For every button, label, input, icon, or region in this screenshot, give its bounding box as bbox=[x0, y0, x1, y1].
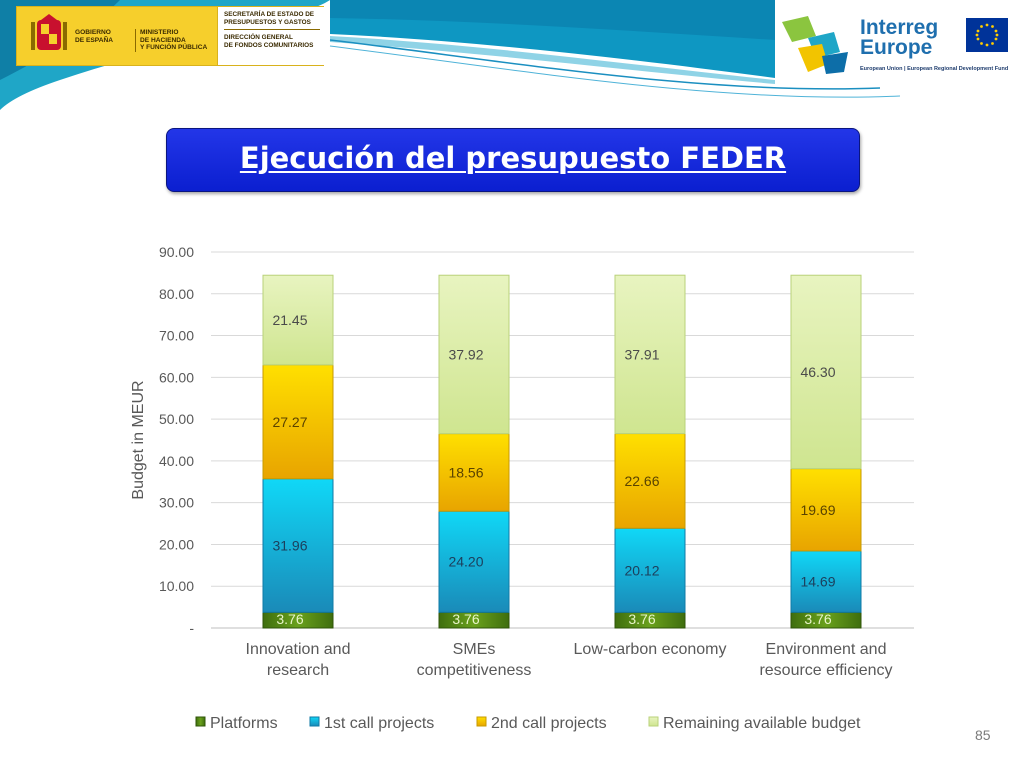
y-tick-label: - bbox=[189, 620, 194, 636]
legend-label: 1st call projects bbox=[324, 715, 434, 732]
x-category-label: competitiveness bbox=[417, 662, 532, 679]
interreg-subtitle: European Union | European Regional Devel… bbox=[860, 66, 1009, 72]
x-category-label: Low-carbon economy bbox=[574, 641, 727, 658]
gov-line-1: GOBIERNO bbox=[75, 29, 111, 36]
x-category-label: Innovation and bbox=[246, 641, 351, 658]
data-label: 27.27 bbox=[272, 414, 307, 430]
data-label: 3.76 bbox=[452, 611, 479, 627]
secretariat-line-1: SECRETARÍA DE ESTADO DE bbox=[224, 11, 315, 18]
y-axis-label: Budget in MEUR bbox=[130, 380, 147, 499]
interreg-word-2: Europe bbox=[860, 36, 933, 59]
data-label: 46.30 bbox=[800, 364, 835, 380]
bar-segment bbox=[790, 274, 862, 470]
data-label: 22.66 bbox=[624, 473, 659, 489]
ministry-line-3: Y FUNCIÓN PÚBLICA bbox=[140, 44, 208, 51]
coat-of-arms-icon bbox=[31, 14, 67, 50]
y-tick-label: 20.00 bbox=[159, 536, 194, 552]
ministry-line-2: DE HACIENDA bbox=[140, 36, 186, 44]
y-tick-label: 80.00 bbox=[159, 286, 194, 302]
bar-segment bbox=[614, 274, 686, 435]
x-category-label: research bbox=[267, 662, 329, 679]
data-label: 37.92 bbox=[448, 346, 483, 362]
bar-segment bbox=[790, 468, 862, 552]
legend-swatch bbox=[309, 716, 320, 727]
data-label: 24.20 bbox=[448, 554, 483, 570]
data-label: 3.76 bbox=[804, 611, 831, 627]
legend-label: 2nd call projects bbox=[491, 715, 607, 732]
y-tick-label: 90.00 bbox=[159, 244, 194, 260]
direction-line-1: DIRECCIÓN GENERAL bbox=[224, 34, 293, 41]
bar-segment bbox=[438, 274, 510, 435]
bar-segment bbox=[438, 510, 510, 613]
y-tick-label: 70.00 bbox=[159, 328, 194, 344]
government-logo: GOBIERNO DE ESPAÑA MINISTERIO DE HACIEND… bbox=[16, 6, 324, 66]
y-tick-label: 60.00 bbox=[159, 369, 194, 385]
x-category-label: resource efficiency bbox=[759, 662, 892, 679]
secretariat-label: SECRETARÍA DE ESTADO DE PRESUPUESTOS Y G… bbox=[217, 7, 324, 65]
secretariat-line-2: PRESUPUESTOS Y GASTOS bbox=[224, 18, 311, 26]
data-label: 20.12 bbox=[624, 562, 659, 578]
legend-swatch bbox=[195, 716, 206, 727]
y-tick-label: 10.00 bbox=[159, 578, 194, 594]
gov-label: GOBIERNO DE ESPAÑA bbox=[75, 29, 129, 44]
data-label: 18.56 bbox=[448, 464, 483, 480]
secretariat-divider bbox=[224, 29, 320, 30]
data-label: 19.69 bbox=[800, 502, 835, 518]
data-label: 37.91 bbox=[624, 346, 659, 362]
interreg-europe-logo: Interreg Europe European Union | Europea… bbox=[778, 8, 1024, 80]
data-label: 31.96 bbox=[272, 538, 307, 554]
interreg-word-1: Interreg bbox=[860, 16, 939, 39]
slide-number: 85 bbox=[975, 727, 991, 743]
legend-swatch bbox=[476, 716, 487, 727]
data-label: 21.45 bbox=[272, 312, 307, 328]
interreg-mark-icon bbox=[782, 16, 848, 74]
y-tick-label: 30.00 bbox=[159, 495, 194, 511]
legend-label: Platforms bbox=[210, 715, 278, 732]
legend-label: Remaining available budget bbox=[663, 715, 861, 732]
y-tick-label: 40.00 bbox=[159, 453, 194, 469]
bar-segment bbox=[790, 550, 862, 613]
eu-flag-icon bbox=[966, 18, 1008, 52]
data-label: 3.76 bbox=[276, 611, 303, 627]
ministry-line-1: MINISTERIO bbox=[140, 29, 179, 36]
data-label: 14.69 bbox=[800, 574, 835, 590]
x-category-label: Environment and bbox=[766, 641, 887, 658]
slide-title-box: Ejecución del presupuesto FEDER bbox=[166, 128, 860, 192]
gov-line-2: DE ESPAÑA bbox=[75, 36, 113, 44]
data-label: 3.76 bbox=[628, 611, 655, 627]
bar-segment bbox=[262, 274, 334, 366]
legend-swatch bbox=[648, 716, 659, 727]
bar-segment bbox=[614, 527, 686, 613]
x-category-label: SMEs bbox=[453, 641, 496, 658]
y-tick-label: 50.00 bbox=[159, 411, 194, 427]
slide-title: Ejecución del presupuesto FEDER bbox=[239, 141, 787, 175]
ministry-label: MINISTERIO DE HACIENDA Y FUNCIÓN PÚBLICA bbox=[135, 29, 220, 52]
bar-segment bbox=[262, 364, 334, 480]
direction-line-2: DE FONDOS COMUNITARIOS bbox=[224, 41, 314, 49]
bar-segment bbox=[438, 433, 510, 512]
bar-segment bbox=[262, 478, 334, 613]
bar-segment bbox=[614, 433, 686, 529]
interreg-wordmark: Interreg Europe bbox=[860, 16, 939, 59]
